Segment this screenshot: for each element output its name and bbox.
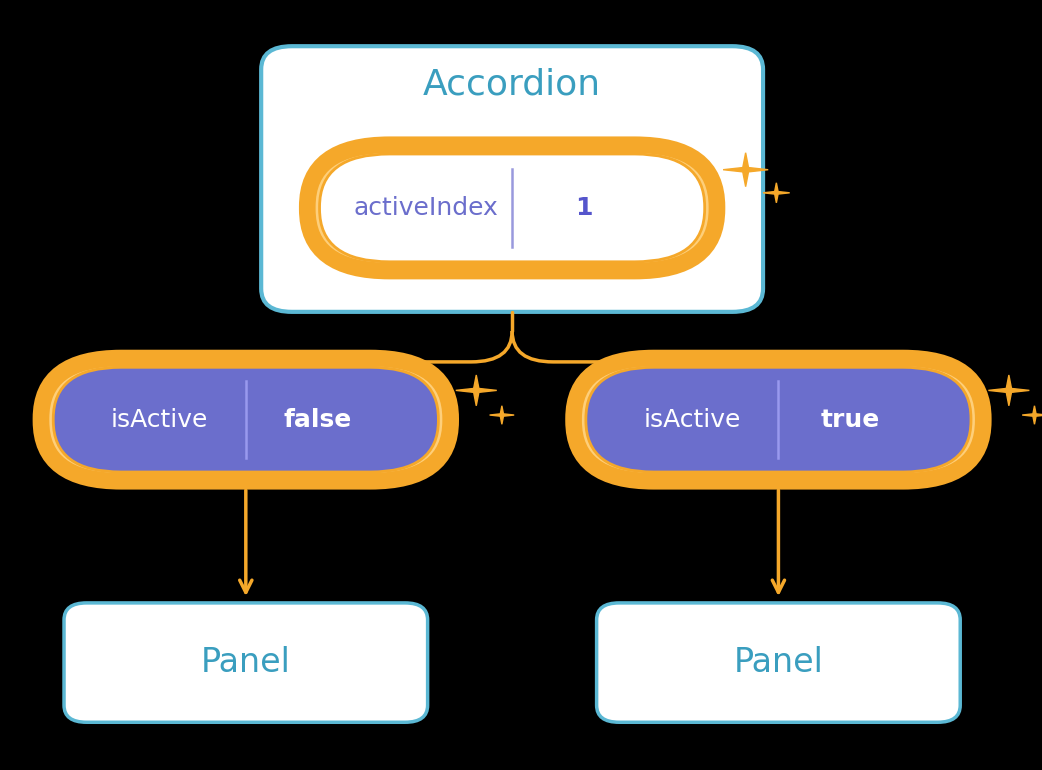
Text: Panel: Panel	[734, 646, 823, 679]
Polygon shape	[763, 182, 790, 203]
FancyBboxPatch shape	[573, 358, 984, 481]
FancyBboxPatch shape	[597, 603, 961, 722]
Text: isActive: isActive	[644, 407, 741, 432]
FancyBboxPatch shape	[41, 358, 450, 481]
Polygon shape	[1022, 406, 1042, 424]
Text: 1: 1	[575, 196, 593, 220]
FancyBboxPatch shape	[64, 603, 427, 722]
FancyBboxPatch shape	[320, 154, 704, 262]
Polygon shape	[723, 152, 768, 186]
FancyBboxPatch shape	[262, 46, 763, 312]
Text: true: true	[820, 407, 879, 432]
Text: Accordion: Accordion	[423, 68, 601, 102]
Polygon shape	[989, 375, 1029, 406]
Text: isActive: isActive	[111, 407, 208, 432]
Polygon shape	[490, 406, 514, 424]
Text: false: false	[283, 407, 351, 432]
FancyBboxPatch shape	[586, 367, 971, 472]
Polygon shape	[455, 375, 497, 406]
FancyBboxPatch shape	[307, 145, 717, 271]
Text: activeIndex: activeIndex	[353, 196, 498, 220]
Text: Panel: Panel	[201, 646, 291, 679]
FancyBboxPatch shape	[53, 367, 439, 472]
